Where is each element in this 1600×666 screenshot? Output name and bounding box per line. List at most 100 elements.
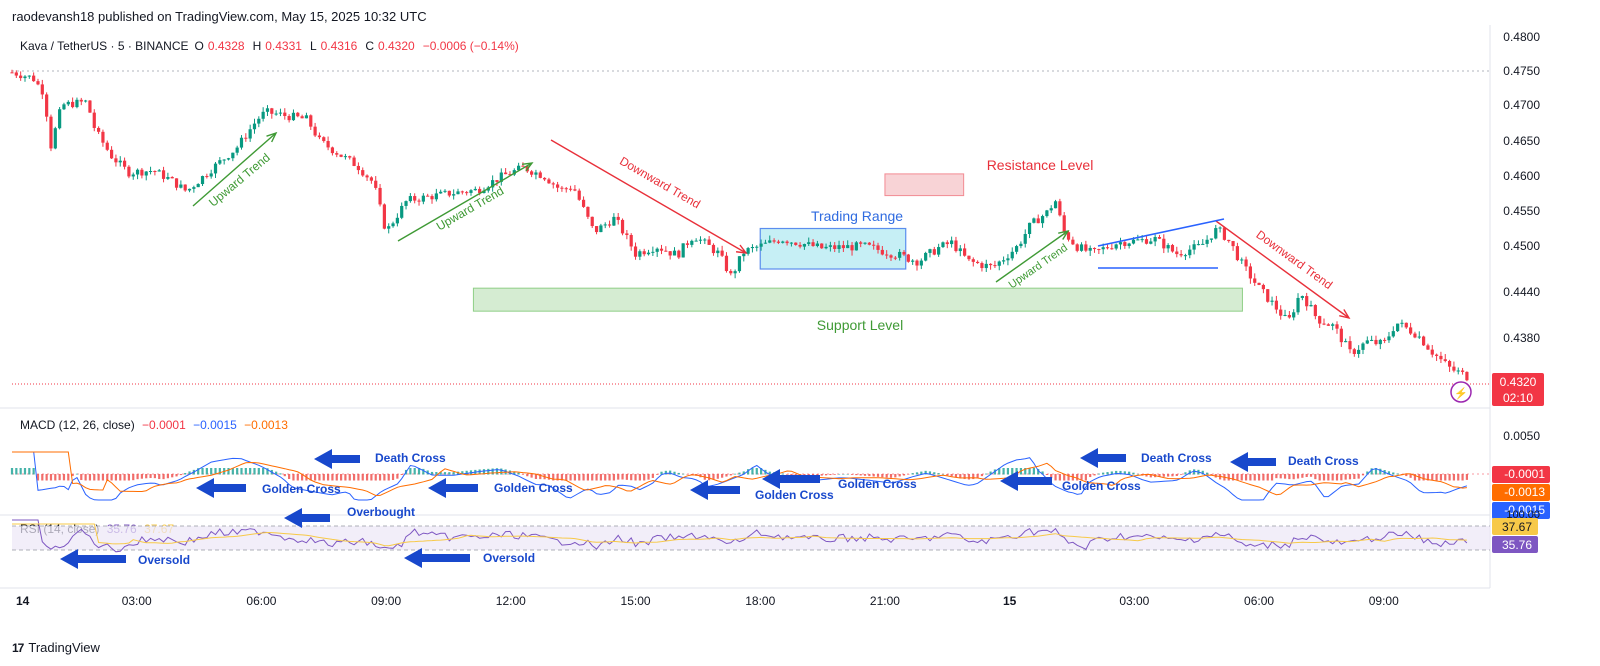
macd-hist-bar [1340,474,1343,481]
macd-hist-bar [318,474,321,481]
candle-body [213,163,218,174]
candle-body [1370,339,1374,341]
macd-hist-bar [656,474,659,475]
candle-body [837,245,841,249]
macd-hist-bar [19,468,22,475]
candle-body [988,263,993,266]
candle-body [374,180,378,188]
candle-body [707,239,711,245]
candle-body [309,115,313,127]
candle-body [1257,282,1261,285]
macd-hist-bar [898,474,901,477]
macd-legend[interactable]: MACD (12, 26, close) −0.0001 −0.0015 −0.… [20,418,288,432]
candle-body [352,157,356,166]
macd-hist-bar [664,470,667,475]
macd-tag-text: -0.0013 [1504,485,1545,499]
candle-body [573,189,577,191]
macd-hist-bar [1106,472,1109,475]
macd-hist-bar [1457,474,1460,481]
macd-hist-bar [58,474,61,481]
candle-body [1192,244,1196,250]
candle-body [850,245,854,251]
macd-hist-bar [625,474,628,480]
macd-axis-label: 0.0050 [1503,429,1540,443]
macd-hist-bar [1149,474,1152,478]
candle-body [1209,238,1214,240]
macd-hist-bar [617,474,620,480]
symbol-name[interactable]: Kava / TetherUS · 5 · BINANCE [20,39,189,53]
macd-hist-bar [1032,468,1035,475]
candle-body [209,173,213,177]
downward-trend-arrow-head [1339,309,1351,320]
candle-body [118,160,122,163]
candle-body [1426,345,1430,350]
macd-hist-bar [556,474,559,481]
candle-body [941,242,945,248]
macd-hist-bar [309,474,312,481]
macd-hist-bar [257,468,260,475]
candle-body [729,271,733,274]
macd-signal-value: −0.0013 [244,418,288,432]
macd-hist-bar [93,474,96,481]
macd-hist-bar [573,474,577,481]
macd-hist-bar [1288,474,1291,480]
macd-pane [10,451,1490,501]
y-tick-label: 0.4650 [1503,134,1540,148]
macd-hist-bar [742,471,745,475]
candle-body [404,201,408,206]
candle-body [1166,245,1170,249]
candle-body [1110,248,1114,250]
y-tick-label: 0.4750 [1503,64,1540,78]
macd-hist-bar [1253,474,1256,481]
candle-body [889,255,893,258]
macd-hist-bar [612,474,615,481]
macd-hist-bar [1002,468,1005,475]
macd-hist-bar [967,474,971,480]
candle-body [122,160,127,167]
candle-body [1283,314,1287,316]
oversold-arrow-icon [404,548,470,568]
candle-body [1153,237,1157,242]
macd-hist-bar [638,474,641,481]
last-price-tag [1492,373,1544,406]
candle-body [97,127,101,132]
tradingview-brand[interactable]: 17 TradingView [12,640,100,655]
macd-hist-bar [123,474,126,481]
candle-body [586,206,590,217]
candle-body [590,216,594,227]
candle-body [1027,222,1032,235]
macd-hist-bar [928,471,932,475]
candle-body [1149,241,1153,244]
macd-hist-bar [188,471,191,475]
candle-body [863,242,867,244]
candle-body [1032,218,1036,223]
candle-body [1417,336,1421,338]
macd-hist-bar [980,474,984,477]
candle-body [1452,366,1456,371]
candle-body [356,165,361,171]
macd-hist-bar [816,474,819,476]
candle-body [1456,370,1460,372]
macd-hist-bar [1037,468,1040,475]
candle-body [1322,323,1326,325]
candle-body [23,76,27,79]
candle-body [954,240,958,252]
candle-body [421,195,425,202]
candle-body [473,188,477,191]
candle-body [447,190,451,196]
golden-cross-label: Golden Cross [1062,479,1141,493]
macd-hist-bar [84,474,87,481]
macd-hist-bar [1318,474,1321,481]
macd-hist-bar [500,468,503,475]
death-cross-label: Death Cross [1288,454,1359,468]
macd-hist-bar [253,468,256,475]
candle-body [737,256,742,272]
rsi-pane [12,519,1490,553]
candle-body [408,196,412,202]
candle-body [92,112,96,128]
candle-body [200,176,205,185]
candle-body [1235,246,1240,261]
macd-hist-bar [452,472,455,475]
macd-hist-bar [1058,474,1061,481]
